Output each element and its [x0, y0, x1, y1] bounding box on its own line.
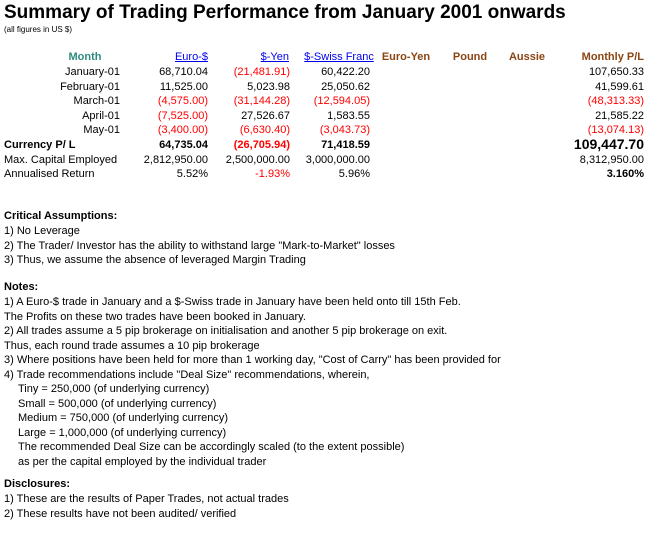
annualised-return-label: Annualised Return [4, 168, 95, 180]
critical-assumption-line: 2) The Trader/ Investor has the ability … [4, 239, 395, 252]
note-line: as per the capital employed by the indiv… [18, 455, 267, 468]
critical-assumption-line: 1) No Leverage [4, 225, 80, 237]
annualised-return-usd-chf: 5.96% [338, 168, 370, 180]
header-usd-chf-link[interactable]: $-Swiss Franc [304, 51, 374, 63]
note-line: The recommended Deal Size can be accordi… [18, 441, 405, 453]
header-usd-chf[interactable]: $-Swiss Franc [301, 51, 377, 64]
row-usd-chf: 60,422.20 [321, 66, 370, 78]
note-line: 1) A Euro-$ trade in January and a $-Swi… [4, 296, 461, 308]
row-usd-yen: (31,144.28) [233, 95, 290, 107]
max-capital-usd-chf: 3,000,000.00 [305, 154, 370, 166]
currency-pl-usd-chf: 71,418.59 [321, 139, 370, 151]
max-capital-total: 8,312,950.00 [579, 154, 644, 166]
row-monthly-pl: 21,585.22 [595, 109, 644, 122]
row-usd-chf: 25,050.62 [321, 80, 370, 93]
row-monthly-pl: 41,599.61 [595, 80, 644, 93]
note-line: 3) Where positions have been held for mo… [4, 354, 501, 366]
currency-pl-label: Currency P/ L [4, 139, 76, 151]
row-month: January-01 [64, 66, 120, 78]
row-euro-usd: (7,525.00) [157, 109, 208, 122]
row-month: February-01 [60, 80, 120, 93]
note-line: Thus, each round trade assumes a 10 pip … [4, 339, 260, 352]
row-usd-chf: 1,583.55 [327, 109, 370, 122]
header-pound: Pound [452, 51, 488, 63]
currency-pl-euro-usd: 64,735.04 [159, 139, 208, 151]
disclosure-line: 2) These results have not been audited/ … [4, 507, 237, 520]
row-month: May-01 [83, 124, 120, 136]
note-line: Small = 500,000 (of underlying currency) [18, 397, 217, 410]
note-line: Medium = 750,000 (of underlying currency… [18, 412, 229, 424]
currency-pl-usd-yen: (26,705.94) [233, 139, 290, 151]
header-aussie: Aussie [508, 51, 546, 63]
row-usd-yen: 27,526.67 [241, 109, 290, 122]
header-monthly-pl: Monthly P/L [581, 51, 644, 63]
header-usd-yen-link[interactable]: $-Yen [260, 51, 289, 63]
page-title: Summary of Trading Performance from Janu… [4, 2, 566, 23]
note-line: Large = 1,000,000 (of underlying currenc… [18, 426, 227, 439]
currency-pl-total: 109,447.70 [573, 136, 644, 152]
disclosure-line: 1) These are the results of Paper Trades… [4, 493, 289, 505]
row-euro-usd: 68,710.04 [159, 66, 208, 78]
note-line: The Profits on these two trades have bee… [4, 310, 306, 323]
note-line: 4) Trade recommendations include "Deal S… [4, 368, 370, 381]
row-usd-yen: (21,481.91) [233, 66, 290, 78]
max-capital-euro-usd: 2,812,950.00 [143, 154, 208, 166]
header-euro-usd[interactable]: Euro-$ [150, 51, 208, 64]
row-usd-yen: 5,023.98 [247, 80, 290, 93]
annualised-return-total: 3.160% [606, 168, 644, 180]
max-capital-usd-yen: 2,500,000.00 [225, 154, 290, 166]
row-euro-usd: (4,575.00) [157, 95, 208, 107]
row-usd-chf: (3,043.73) [319, 124, 370, 136]
note-line: Tiny = 250,000 (of underlying currency) [18, 383, 210, 395]
row-month: April-01 [82, 109, 120, 122]
header-usd-yen[interactable]: $-Yen [230, 51, 289, 64]
max-capital-label: Max. Capital Employed [4, 154, 118, 166]
header-euro-usd-link[interactable]: Euro-$ [174, 51, 208, 63]
row-monthly-pl: (13,074.13) [587, 124, 644, 136]
page-subtitle: (all figures in US $) [4, 25, 73, 34]
row-euro-usd: 11,525.00 [159, 80, 208, 93]
row-monthly-pl: 107,650.33 [588, 66, 644, 78]
critical-assumption-line: 3) Thus, we assume the absence of levera… [4, 254, 306, 266]
row-month: March-01 [73, 95, 120, 107]
header-euro-yen: Euro-Yen [381, 51, 431, 63]
header-month: Month [68, 51, 102, 63]
row-usd-yen: (6,630.40) [239, 124, 290, 136]
notes-heading: Notes: [4, 281, 39, 293]
row-monthly-pl: (48,313.33) [587, 95, 644, 107]
row-usd-chf: (12,594.05) [313, 95, 370, 107]
note-line: 2) All trades assume a 5 pip brokerage o… [4, 325, 448, 337]
row-euro-usd: (3,400.00) [157, 124, 208, 136]
disclosures-heading: Disclosures: [4, 478, 71, 490]
annualised-return-euro-usd: 5.52% [176, 168, 208, 180]
critical-assumptions-heading: Critical Assumptions: [4, 210, 118, 222]
annualised-return-usd-yen: -1.93% [255, 168, 290, 180]
